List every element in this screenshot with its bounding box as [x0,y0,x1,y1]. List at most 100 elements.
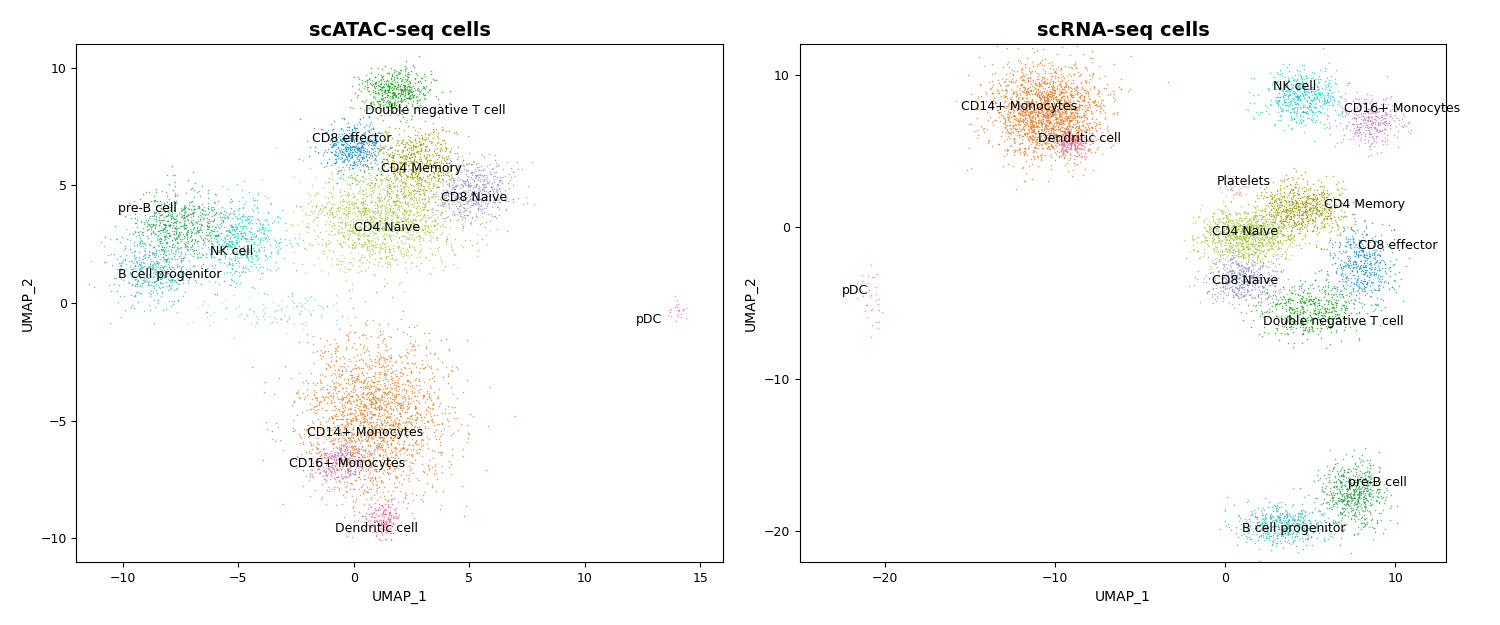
Point [1308,499,1332,509]
Point [1023,107,1047,117]
Point [251,311,274,321]
Point [1203,274,1227,284]
Point [1260,193,1284,203]
Point [1383,254,1407,264]
Point [1266,193,1290,203]
Point [1234,236,1258,246]
Point [1026,102,1050,112]
Point [384,196,408,206]
Point [465,170,489,180]
Point [350,219,374,229]
Point [160,209,184,219]
Point [1251,509,1275,519]
Point [1246,211,1270,221]
Point [1320,81,1344,91]
Point [999,99,1023,109]
Point [314,192,338,202]
Point [345,203,369,213]
Point [1042,67,1066,77]
Point [1300,208,1324,217]
Point [1358,499,1382,509]
Point [374,244,398,254]
Point [1242,241,1266,251]
Point [375,406,399,416]
Point [999,76,1023,86]
Point [405,396,429,406]
Point [1062,130,1086,140]
Point [384,81,408,91]
Point [147,220,171,230]
Point [1090,95,1114,105]
Point [374,184,398,194]
Point [1316,72,1340,82]
Point [419,176,442,186]
Point [384,438,408,448]
Point [1294,530,1318,540]
Point [1269,251,1293,261]
Point [340,223,364,233]
Point [1294,510,1318,520]
Point [393,221,417,231]
Point [1323,303,1347,313]
Point [1056,127,1080,138]
Point [1338,491,1362,501]
Point [336,468,360,478]
Point [372,415,396,425]
Point [164,278,188,288]
Point [1016,109,1040,119]
Point [1192,244,1216,254]
Point [1292,208,1316,217]
Point [1328,246,1352,256]
Point [344,312,368,322]
Point [387,423,411,433]
Point [1080,122,1104,132]
Point [162,223,186,233]
Point [440,180,464,190]
Point [400,444,424,454]
Point [363,361,387,371]
Point [1324,466,1348,476]
Point [1007,116,1031,126]
Point [1264,511,1288,521]
Point [244,203,268,213]
Point [370,88,394,98]
Point [1304,201,1328,211]
Point [1353,488,1377,498]
Point [380,214,404,224]
Point [1042,93,1066,103]
Point [423,191,447,201]
Point [358,512,382,522]
Point [207,209,231,219]
Point [399,220,423,230]
Point [1233,232,1257,242]
Point [1008,88,1032,98]
Point [1222,269,1246,279]
Point [1366,265,1390,275]
Point [328,459,352,469]
Point [850,291,874,301]
Point [360,217,384,227]
Point [1348,118,1372,128]
Point [1224,274,1248,284]
Point [435,362,459,372]
Point [1014,104,1038,114]
Point [438,98,462,108]
Point [357,89,381,99]
Point [1192,233,1216,243]
Point [440,402,464,412]
Point [396,329,420,339]
Point [1306,106,1330,116]
Point [1316,288,1340,298]
Point [369,72,393,82]
Point [420,416,444,426]
Point [207,231,231,241]
Point [1358,268,1382,278]
Point [1062,107,1086,118]
Point [392,82,416,92]
Point [315,380,339,390]
Point [332,196,356,206]
Point [166,228,190,238]
Point [1238,521,1262,531]
Point [1371,295,1395,305]
Point [1019,106,1042,116]
